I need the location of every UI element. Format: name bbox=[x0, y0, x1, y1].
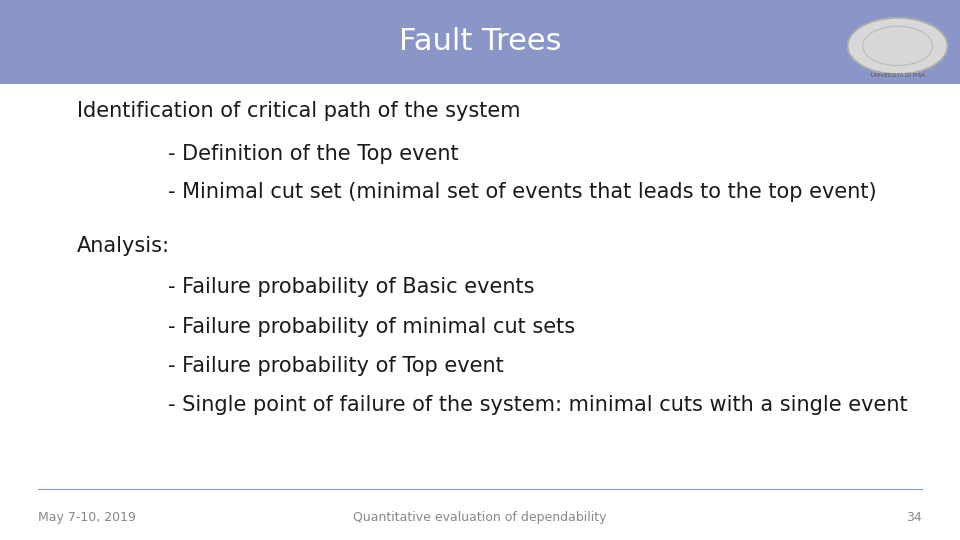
Text: Analysis:: Analysis: bbox=[77, 235, 170, 256]
Text: UNIVERSITÀ DI PISA: UNIVERSITÀ DI PISA bbox=[871, 73, 924, 78]
Text: May 7-10, 2019: May 7-10, 2019 bbox=[38, 511, 136, 524]
Text: Identification of critical path of the system: Identification of critical path of the s… bbox=[77, 100, 520, 121]
Text: Fault Trees: Fault Trees bbox=[398, 28, 562, 56]
Text: 34: 34 bbox=[906, 511, 922, 524]
FancyBboxPatch shape bbox=[0, 0, 960, 84]
Circle shape bbox=[848, 18, 948, 74]
Text: - Failure probability of minimal cut sets: - Failure probability of minimal cut set… bbox=[168, 316, 575, 337]
Text: Quantitative evaluation of dependability: Quantitative evaluation of dependability bbox=[353, 511, 607, 524]
Text: - Single point of failure of the system: minimal cuts with a single event: - Single point of failure of the system:… bbox=[168, 395, 907, 415]
Text: - Definition of the Top event: - Definition of the Top event bbox=[168, 144, 459, 164]
Text: - Failure probability of Top event: - Failure probability of Top event bbox=[168, 356, 504, 376]
Text: - Minimal cut set (minimal set of events that leads to the top event): - Minimal cut set (minimal set of events… bbox=[168, 181, 876, 202]
Text: - Failure probability of Basic events: - Failure probability of Basic events bbox=[168, 277, 535, 298]
